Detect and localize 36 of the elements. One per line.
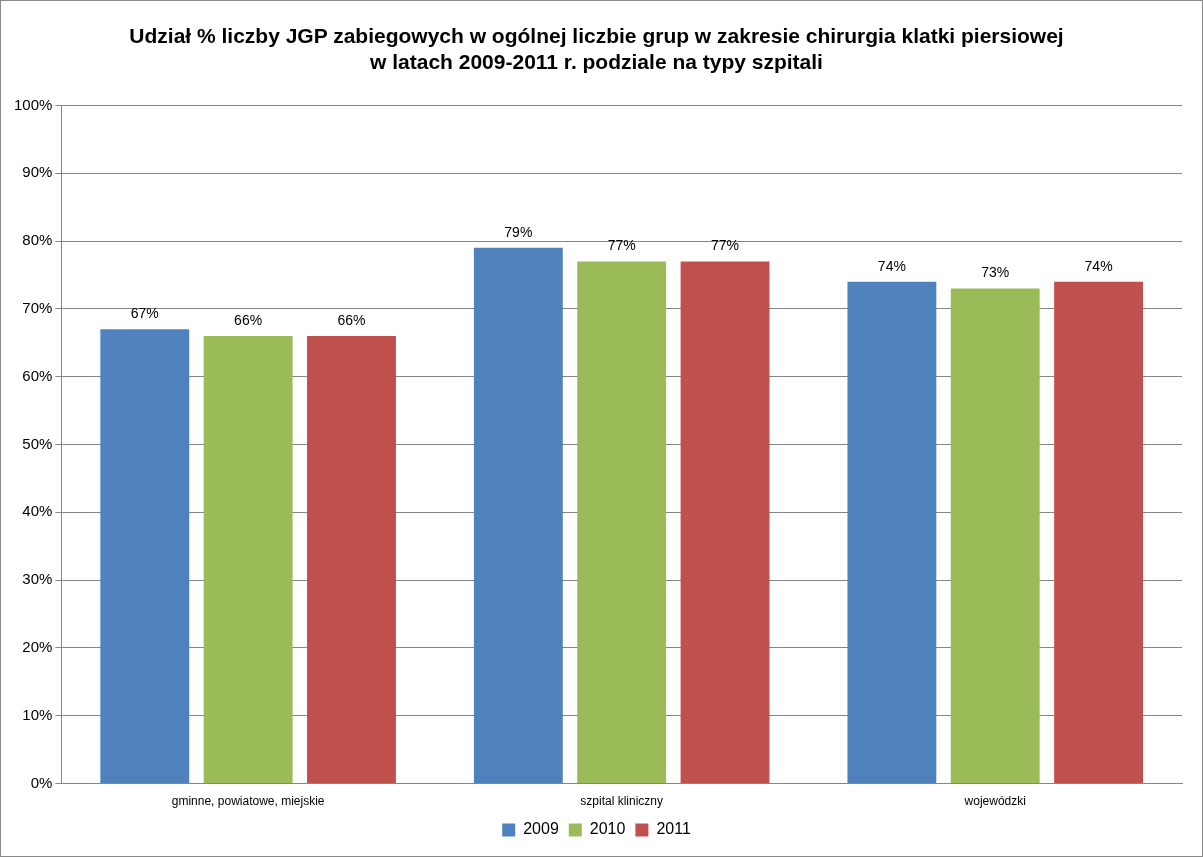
y-tick-label: 30% — [22, 570, 53, 588]
y-tick-label: 70% — [22, 299, 53, 316]
data-label: 74% — [1084, 257, 1113, 274]
bar — [847, 281, 937, 784]
y-tick-label: 10% — [22, 705, 53, 723]
chart-title: Udział % liczby JGP zabiegowych w ogólnej liczbie grup w zakresie chirurgia klatki piersiowej w latach 2009-2011 r. podziale na typy szpitali — [129, 24, 1064, 73]
data-label: 67% — [130, 305, 159, 322]
data-label: 66% — [234, 311, 263, 328]
data-label: 77% — [607, 237, 636, 254]
data-label: 74% — [877, 257, 906, 274]
bar — [577, 261, 667, 784]
legend-label: 2009 — [523, 820, 559, 838]
bar — [680, 261, 770, 784]
y-tick-label: 100% — [13, 95, 53, 113]
bar — [950, 288, 1040, 784]
y-tick-label: 20% — [22, 638, 53, 656]
legend-label: 2011 — [656, 820, 691, 838]
y-tick-label: 0% — [30, 773, 53, 791]
x-tick-label: wojewódzki — [963, 794, 1026, 809]
bar — [203, 335, 293, 784]
data-label: 66% — [337, 311, 366, 328]
x-tick-label: gminne, powiatowe, miejskie — [171, 794, 325, 809]
data-label: 79% — [504, 223, 533, 240]
y-tick-label: 80% — [22, 231, 53, 249]
x-tick-label: szpital kliniczny — [580, 794, 664, 809]
legend-label: 2010 — [589, 820, 626, 838]
bar — [1054, 281, 1144, 784]
data-label: 77% — [711, 237, 740, 254]
bar — [100, 329, 190, 784]
y-tick-label: 90% — [22, 163, 53, 181]
bar — [307, 335, 396, 784]
y-tick-label: 60% — [22, 366, 53, 384]
bar — [473, 247, 563, 784]
y-tick-label: 40% — [22, 502, 53, 520]
data-label: 73% — [981, 264, 1010, 281]
y-tick-label: 50% — [22, 434, 53, 452]
